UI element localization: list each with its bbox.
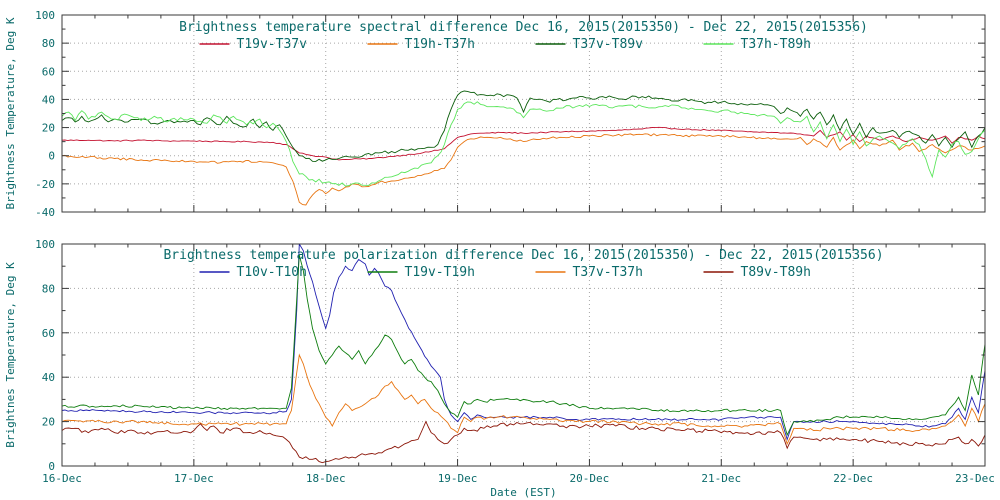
- legend-label-T10v-T10h: T10v-T10h: [237, 265, 307, 280]
- y-tick-label: 60: [42, 327, 55, 340]
- legend-label-T89v-T89h: T89v-T89h: [741, 265, 811, 280]
- plot-frame: [61, 243, 986, 467]
- series-line-T19h-T37h: [62, 133, 985, 206]
- spectral-difference-chart: -40 -20 0 20 40 60 80 100 Brightness Temperature…: [0, 0, 1000, 239]
- x-tick-label: 19-Dec: [438, 472, 478, 485]
- series-line-T37h-T89h: [62, 101, 985, 187]
- x-tick-label: 22-Dec: [833, 472, 873, 485]
- polarization-difference-chart: 0 20 40 60 80 100 16-Dec 17-Dec 18-Dec 19-Dec 20-D…: [0, 238, 1000, 500]
- y-tick-label: 0: [48, 460, 55, 473]
- y-tick-label: 0: [48, 150, 55, 163]
- series-line-T37v-T89v: [62, 90, 985, 162]
- x-tick-label: 17-Dec: [174, 472, 214, 485]
- y-tick-label: 80: [42, 282, 55, 295]
- x-tick-label: 23-Dec: [955, 472, 995, 485]
- series-line-T89v-T89h: [62, 420, 985, 464]
- y-tick-label: 20: [42, 416, 55, 429]
- x-tick-label: 18-Dec: [306, 472, 346, 485]
- series-line-T37v-T37h: [62, 353, 985, 446]
- x-tick-label: 16-Dec: [42, 472, 82, 485]
- series-line-T19v-T19h: [62, 254, 985, 437]
- panel-bottom-svg: 0 20 40 60 80 100 16-Dec 17-Dec 18-Dec 19-Dec 20-D…: [4, 238, 995, 499]
- y-tick-label: 80: [42, 37, 55, 50]
- y-tick-label: 20: [42, 122, 55, 135]
- y-axis-title: Brightnes Temperature, Deg K: [4, 262, 17, 448]
- x-tick-label: 20-Dec: [570, 472, 610, 485]
- y-tick-label: 40: [42, 93, 55, 106]
- x-tick-label: 21-Dec: [701, 472, 741, 485]
- y-tick-label: -20: [35, 178, 55, 191]
- y-tick-label: 60: [42, 65, 55, 78]
- x-axis-title: Date (EST): [490, 486, 556, 499]
- y-tick-label: 40: [42, 371, 55, 384]
- chart-title: Brightness temperature polarization diff…: [163, 248, 883, 263]
- legend-label-T37v-T37h: T37v-T37h: [573, 265, 643, 280]
- legend-label-T19v-T19h: T19v-T19h: [405, 265, 475, 280]
- chart-title: Brightness temperature spectral differen…: [179, 20, 868, 35]
- legend-label-T19v-T37v: T19v-T37v: [237, 37, 308, 52]
- y-tick-label: -40: [35, 206, 55, 219]
- series-line-T19v-T37v: [62, 126, 985, 161]
- legend-label-T37h-T89h: T37h-T89h: [741, 37, 811, 52]
- y-axis-title: Brightness Temperature, Deg K: [4, 17, 17, 209]
- legend-label-T19h-T37h: T19h-T37h: [405, 37, 475, 52]
- y-tick-label: 100: [35, 239, 55, 251]
- panel-top-svg: -40 -20 0 20 40 60 80 100 Brightness Temperature…: [4, 9, 986, 219]
- series-line-T10v-T10h: [62, 244, 985, 441]
- legend-label-T37v-T89v: T37v-T89v: [573, 37, 644, 52]
- y-tick-label: 100: [35, 9, 55, 22]
